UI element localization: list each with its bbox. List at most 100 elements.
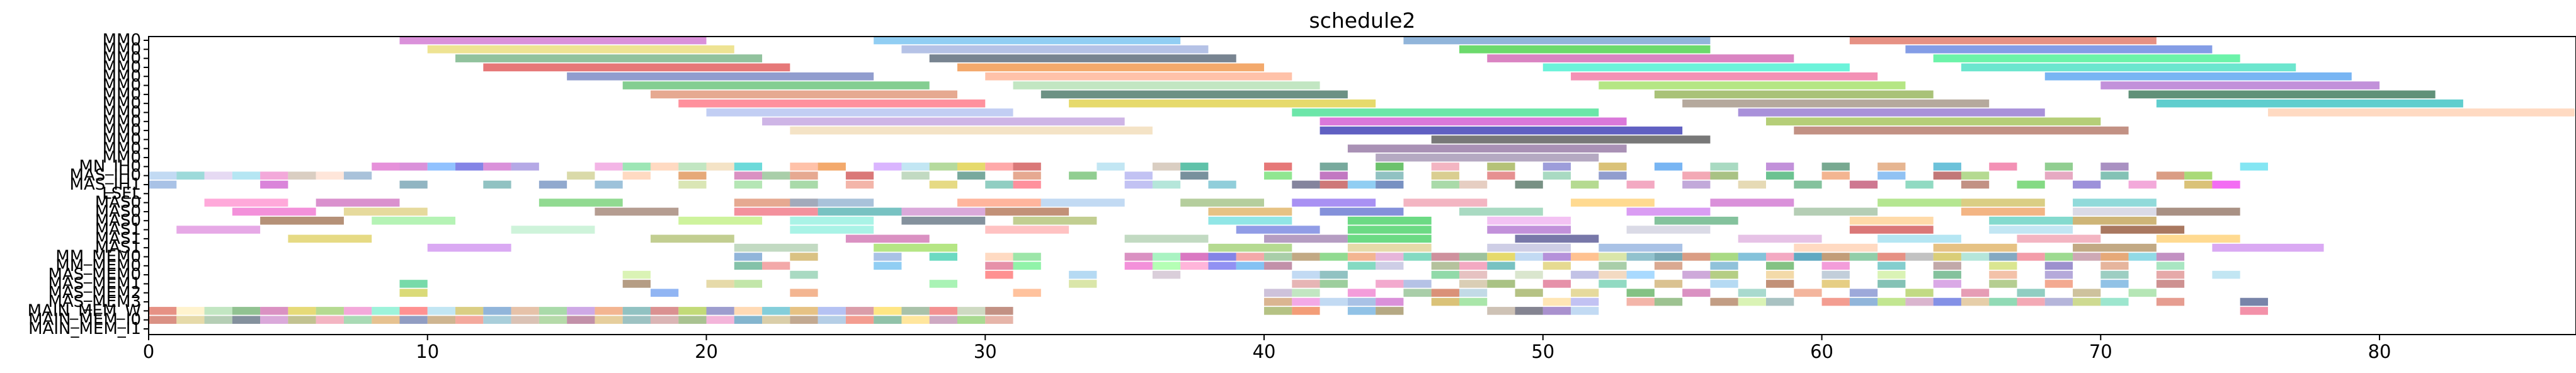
task-bar (1571, 253, 1599, 261)
task-bar (1403, 289, 1432, 297)
task-bar (985, 307, 1013, 315)
task-bar (1264, 171, 1292, 180)
task-bar (232, 316, 261, 324)
task-bar (399, 289, 428, 297)
task-bar (2073, 198, 2157, 207)
task-bar (399, 280, 428, 288)
task-bar (1292, 280, 1320, 288)
task-bar (149, 316, 177, 324)
task-bar (1933, 54, 2240, 62)
task-bar (1571, 297, 1599, 306)
task-bar (1487, 163, 1515, 171)
task-bar (1124, 171, 1153, 180)
task-bar (2017, 289, 2045, 297)
task-bar (483, 316, 511, 324)
task-bar (2156, 171, 2185, 180)
chart-title: schedule2 (1309, 8, 1416, 33)
task-bar (1013, 253, 1041, 261)
task-bar (1933, 163, 1961, 171)
task-bar (901, 207, 986, 216)
task-bar (1124, 253, 1153, 261)
task-bar (1292, 180, 1320, 189)
task-bar (1069, 99, 1376, 108)
plot-frame (148, 36, 2576, 335)
y-tick-label: LSEL (102, 184, 141, 203)
task-bar (874, 163, 902, 171)
task-bar (343, 307, 372, 315)
task-bar (1571, 289, 1599, 297)
task-bar (1961, 297, 1990, 306)
task-bar (1347, 234, 1432, 243)
task-bar (1264, 234, 1348, 243)
task-bar (1654, 163, 1683, 171)
task-bar (1542, 297, 1571, 306)
y-tick-label: MAS_MEM1 (48, 274, 141, 293)
task-bar (1459, 253, 1488, 261)
task-bar (874, 307, 902, 315)
task-bar (1542, 163, 1571, 171)
x-tick-label: 40 (1253, 341, 1276, 362)
task-bar (595, 180, 623, 189)
task-bar (1319, 297, 1348, 306)
task-bar (706, 163, 734, 171)
task-bar (1821, 261, 1850, 270)
task-bar (1766, 171, 1794, 180)
task-bar (260, 171, 288, 180)
task-bar (985, 270, 1013, 279)
task-bar (1319, 117, 1627, 126)
task-bar (1487, 307, 1515, 315)
task-bar (985, 72, 1292, 81)
task-bar (1989, 253, 2017, 261)
task-bar (1738, 180, 1766, 189)
x-tick-label: 70 (2089, 341, 2112, 362)
task-bar (929, 54, 1236, 62)
task-bar (818, 163, 846, 171)
task-bar (2044, 72, 2352, 81)
task-bar (2017, 234, 2101, 243)
task-bar (790, 126, 1153, 135)
task-bar (790, 180, 818, 189)
y-tick-label: MAS1 (95, 238, 141, 257)
task-bar (1208, 243, 1292, 252)
task-bar (1654, 216, 1738, 225)
task-bar (706, 108, 1013, 117)
task-bar (1849, 253, 1878, 261)
task-bar (2073, 297, 2101, 306)
task-bar (1319, 180, 1348, 189)
task-bar (1738, 253, 1766, 261)
task-bar (1571, 72, 1878, 81)
y-tick-label: MM0 (103, 94, 141, 113)
task-bar (1989, 261, 2017, 270)
task-bar (1654, 253, 1683, 261)
task-bar (1933, 253, 1961, 261)
y-tick-label: MM0 (103, 76, 141, 95)
task-bar (845, 180, 874, 189)
task-bar (2128, 90, 2436, 99)
task-bar (1459, 261, 1488, 270)
task-bar (1654, 280, 1683, 288)
task-bar (1571, 307, 1599, 315)
task-bar (1013, 289, 1041, 297)
task-bar (1319, 171, 1348, 180)
task-bar (1208, 253, 1236, 261)
task-bar (901, 307, 930, 315)
task-bar (678, 180, 707, 189)
task-bar (790, 163, 818, 171)
task-bar (678, 171, 707, 180)
task-bar (650, 289, 679, 297)
task-bar (1347, 297, 1376, 306)
task-bar (2156, 297, 2185, 306)
task-bar (2100, 81, 2380, 89)
task-bar (929, 316, 957, 324)
task-bar (957, 171, 986, 180)
task-bar (1431, 270, 1459, 279)
task-bar (1766, 117, 2101, 126)
task-bar (1542, 261, 1571, 270)
task-bar (260, 316, 288, 324)
y-tick-label: MM0 (103, 49, 141, 68)
task-bar (1013, 81, 1320, 89)
task-bar (985, 180, 1013, 189)
task-bar (901, 45, 1209, 54)
task-bar (1682, 289, 1711, 297)
task-bar (260, 180, 288, 189)
